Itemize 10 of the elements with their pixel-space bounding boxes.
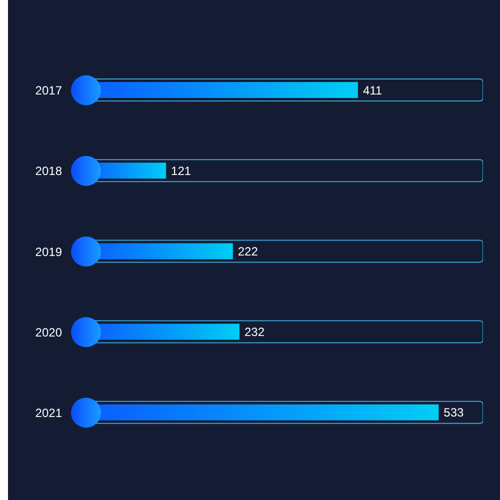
y-tick-label: 2019 <box>35 244 62 259</box>
data-label: 232 <box>244 325 265 340</box>
data-label: 121 <box>171 164 192 178</box>
y-tick-label: 2021 <box>35 406 62 420</box>
y-tick-label: 2020 <box>35 325 62 340</box>
data-label: 533 <box>444 406 464 420</box>
data-label: 222 <box>238 244 258 258</box>
y-tick-label: 2017 <box>35 84 62 98</box>
y-tick-label: 2018 <box>35 164 62 178</box>
data-label: 411 <box>362 83 382 98</box>
